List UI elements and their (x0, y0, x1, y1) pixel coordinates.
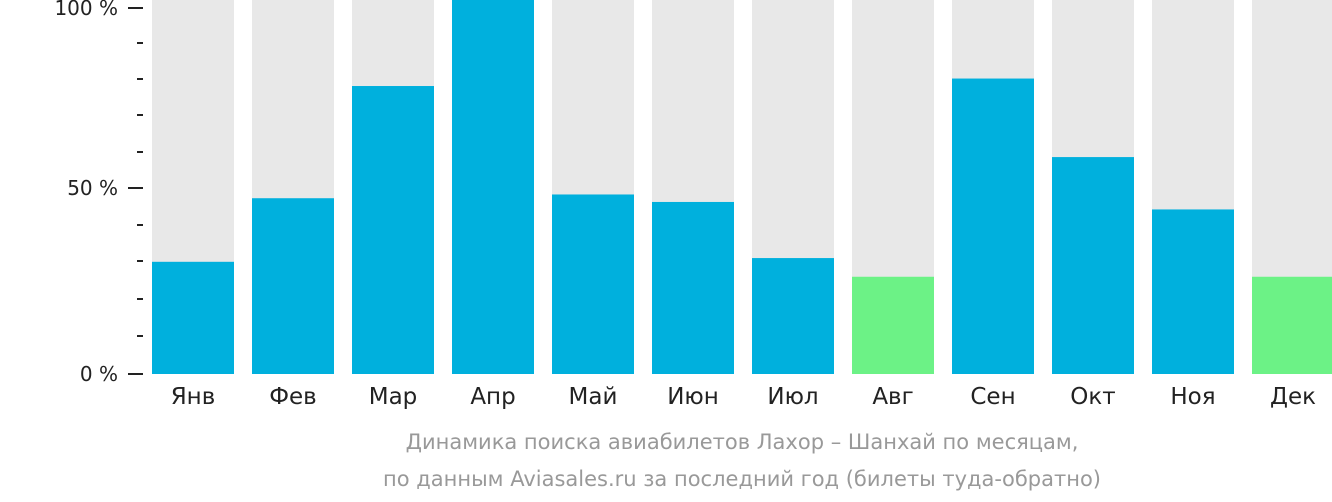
x-tick-label: Янв (171, 384, 216, 410)
y-tick-label: 0 % (80, 362, 118, 386)
bar-highlight (1252, 276, 1332, 374)
bar (752, 258, 834, 374)
x-tick-label: Авг (872, 384, 913, 410)
bar (552, 194, 634, 374)
bar (352, 86, 434, 375)
y-tick-label: 100 % (54, 0, 118, 20)
y-axis: 0 % 50 % 100 % (54, 0, 143, 386)
bar (952, 78, 1034, 374)
x-tick-label: Апр (470, 384, 515, 410)
x-tick-label: Дек (1270, 384, 1316, 410)
x-tick-label: Сен (970, 384, 1015, 410)
x-tick-label: Окт (1070, 384, 1115, 410)
x-tick-label: Май (569, 384, 618, 410)
x-tick-label: Июн (667, 384, 719, 410)
x-tick-label: Ноя (1170, 384, 1215, 410)
bar-highlight (852, 276, 934, 374)
y-tick-label: 50 % (67, 176, 118, 200)
x-tick-label: Фев (269, 384, 317, 410)
bar (452, 0, 534, 374)
x-tick-label: Мар (369, 384, 418, 410)
x-axis: Янв Фев Мар Апр Май Июн Июл Авг Сен Окт Ноя Дек (171, 384, 1316, 410)
chart-caption-line1: Динамика поиска авиабилетов Лахор – Шанх… (405, 430, 1079, 454)
bar (1152, 209, 1234, 374)
x-tick-label: Июл (767, 384, 818, 410)
bar (152, 261, 234, 374)
bar (1052, 157, 1134, 374)
bar-chart: 0 % 50 % 100 % Янв Фев Мар Апр Май Июн Июл Авг Сен… (54, 0, 1332, 410)
bar (252, 198, 334, 374)
bars (152, 0, 1332, 375)
bar (652, 201, 734, 374)
chart-caption-line2: по данным Aviasales.ru за последний год … (383, 467, 1101, 491)
